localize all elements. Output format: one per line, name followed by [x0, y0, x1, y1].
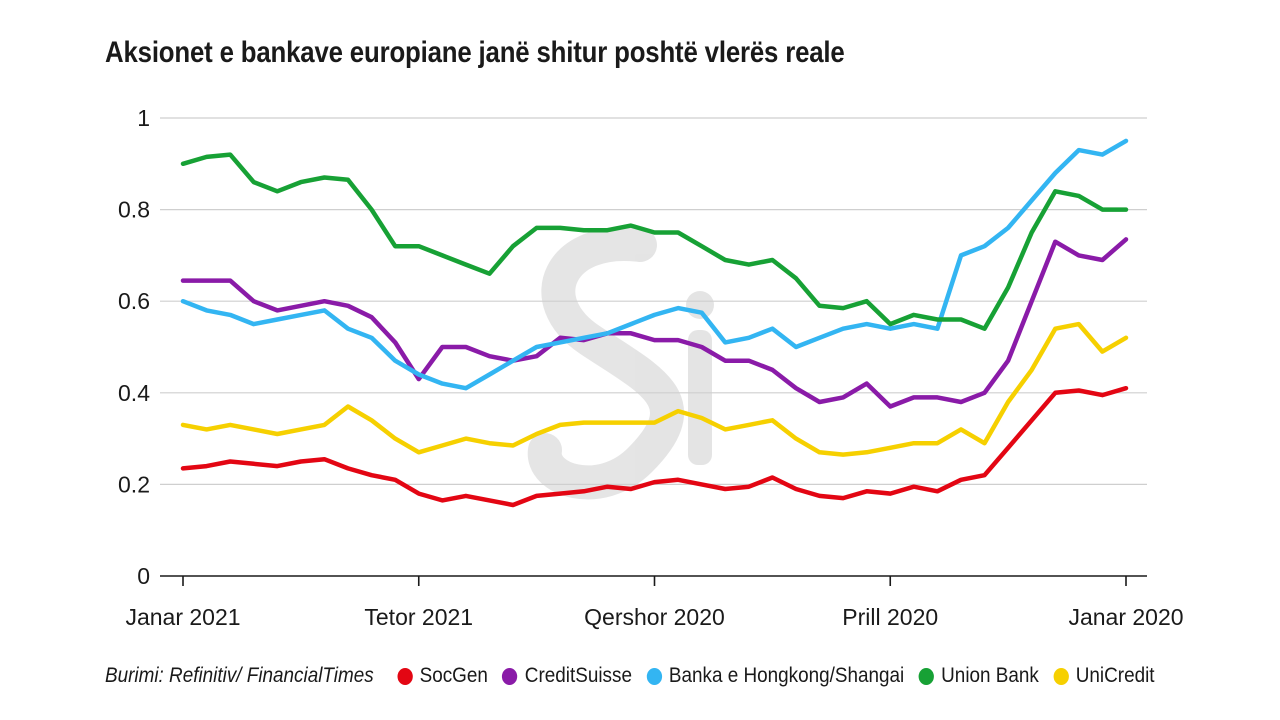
legend-swatch [502, 667, 518, 685]
y-tick-label: 0.4 [118, 380, 150, 406]
legend-item-hsbc: Banka e Hongkong/Shangai [646, 664, 904, 688]
legend-item-socgen: SocGen [397, 664, 488, 688]
x-tick-label: Tetor 2021 [364, 604, 473, 630]
axes: 0 0.2 0.4 0.6 0.8 1 Janar 2021 Tetor 2021 Qersho… [118, 105, 1184, 630]
series-line-union-bank [180, 152, 1129, 331]
x-tick-label: Janar 2020 [1068, 604, 1183, 630]
series-line-creditsuisse [180, 237, 1129, 409]
chart-title: Aksionet e bankave europiane janë shitur… [105, 36, 845, 69]
x-tick-label: Janar 2021 [125, 604, 240, 630]
legend-label: Union Bank [941, 664, 1039, 687]
legend-item-creditsuisse: CreditSuisse [502, 664, 632, 688]
legend-swatch [397, 667, 413, 685]
y-tick-label: 0.6 [118, 288, 150, 314]
series-line-banka-e-hongkong-shangai [180, 138, 1129, 391]
y-tick-label: 0.8 [118, 197, 150, 223]
y-tick-label: 0.2 [118, 471, 150, 497]
legend-swatch [1053, 667, 1069, 685]
legend-item-unicredit: UniCredit [1053, 664, 1155, 688]
legend: Burimi: Refinitiv/ FinancialTimes SocGen… [105, 661, 1169, 691]
x-tick-label: Qershor 2020 [584, 604, 725, 630]
legend-label: UniCredit [1075, 664, 1155, 687]
y-tick-label: 0 [137, 563, 150, 589]
source-note: Burimi: Refinitiv/ FinancialTimes [105, 664, 374, 687]
legend-swatch [646, 667, 662, 685]
watermark-logo [527, 226, 714, 500]
y-tick-label: 1 [137, 105, 150, 131]
legend-item-union-bank: Union Bank [918, 664, 1039, 688]
legend-swatch [918, 667, 934, 685]
x-tick-label: Prill 2020 [842, 604, 938, 630]
legend-label: CreditSuisse [524, 664, 632, 687]
legend-label: Banka e Hongkong/Shangai [668, 664, 905, 687]
legend-label: SocGen [419, 664, 488, 687]
series-line-unicredit [180, 321, 1129, 457]
series-lines [180, 138, 1129, 508]
series-line-socgen [180, 385, 1129, 508]
